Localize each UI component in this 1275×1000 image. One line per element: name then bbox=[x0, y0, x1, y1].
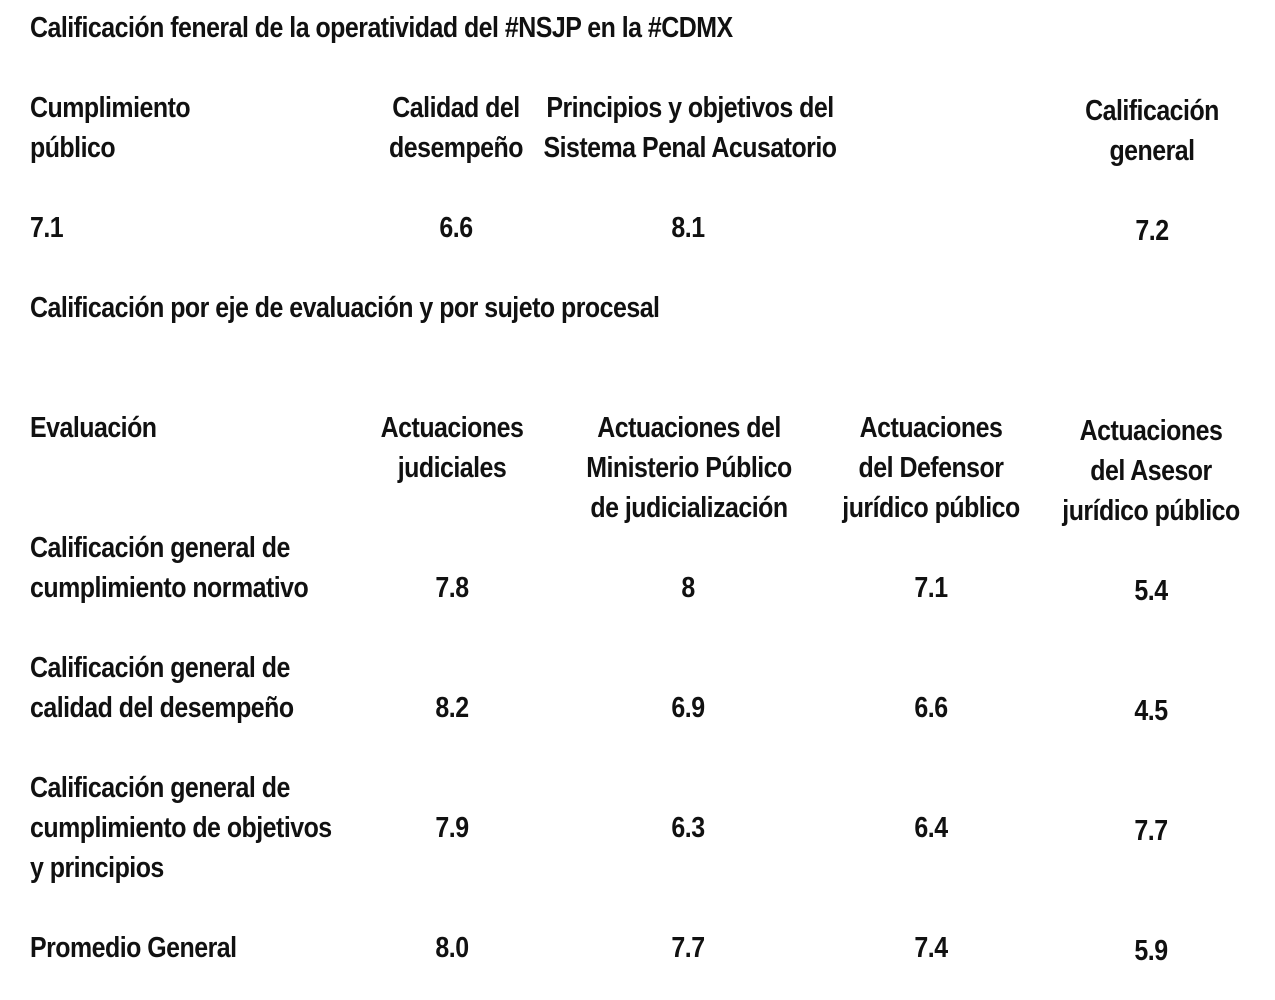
table-row-label: Calificación general de cumplimiento de … bbox=[30, 772, 332, 884]
table-cell-defensor: 6.4 bbox=[914, 812, 948, 844]
header-calidad-desempeno: Calidad del desempeño bbox=[389, 92, 523, 164]
table-cell-defensor: 6.6 bbox=[914, 692, 948, 724]
table-cell-judiciales: 8.0 bbox=[435, 932, 469, 964]
table-row-label: Calificación general de calidad del dese… bbox=[30, 652, 294, 724]
table-cell-asesor: 5.4 bbox=[1134, 575, 1168, 607]
header-principios-objetivos: Principios y objetivos del Sistema Penal… bbox=[543, 92, 837, 164]
table-cell-asesor: 5.9 bbox=[1134, 935, 1168, 967]
table-cell-ministerio: 6.9 bbox=[671, 692, 705, 724]
value-calificacion-general: 7.2 bbox=[1135, 215, 1169, 247]
page-title: Calificación feneral de la operatividad … bbox=[30, 12, 733, 44]
value-principios-objetivos: 8.1 bbox=[671, 212, 705, 244]
table-cell-defensor: 7.4 bbox=[914, 932, 948, 964]
value-calidad-desempeno: 6.6 bbox=[439, 212, 473, 244]
table-cell-ministerio: 6.3 bbox=[671, 812, 705, 844]
section-subtitle: Calificación por eje de evaluación y por… bbox=[30, 292, 660, 324]
table-cell-ministerio: 7.7 bbox=[671, 932, 705, 964]
table-cell-defensor: 7.1 bbox=[914, 572, 948, 604]
column-header-defensor: Actuaciones del Defensor jurídico públic… bbox=[842, 412, 1020, 524]
column-header-judiciales: Actuaciones judiciales bbox=[380, 412, 524, 484]
table-cell-judiciales: 7.8 bbox=[435, 572, 469, 604]
table-row-label: Promedio General bbox=[30, 932, 237, 964]
column-header-asesor: Actuaciones del Asesor jurídico público bbox=[1062, 415, 1240, 527]
column-header-ministerio: Actuaciones del Ministerio Público de ju… bbox=[586, 412, 792, 524]
value-cumplimiento-publico: 7.1 bbox=[30, 212, 64, 244]
table-cell-asesor: 7.7 bbox=[1134, 815, 1168, 847]
column-header-evaluacion: Evaluación bbox=[30, 412, 157, 444]
table-row-label: Calificación general de cumplimiento nor… bbox=[30, 532, 309, 604]
header-calificacion-general: Calificación general bbox=[1085, 95, 1219, 167]
table-cell-judiciales: 7.9 bbox=[435, 812, 469, 844]
header-cumplimiento-publico: Cumplimiento público bbox=[30, 92, 191, 164]
table-cell-ministerio: 8 bbox=[681, 572, 695, 604]
table-cell-judiciales: 8.2 bbox=[435, 692, 469, 724]
table-cell-asesor: 4.5 bbox=[1134, 695, 1168, 727]
